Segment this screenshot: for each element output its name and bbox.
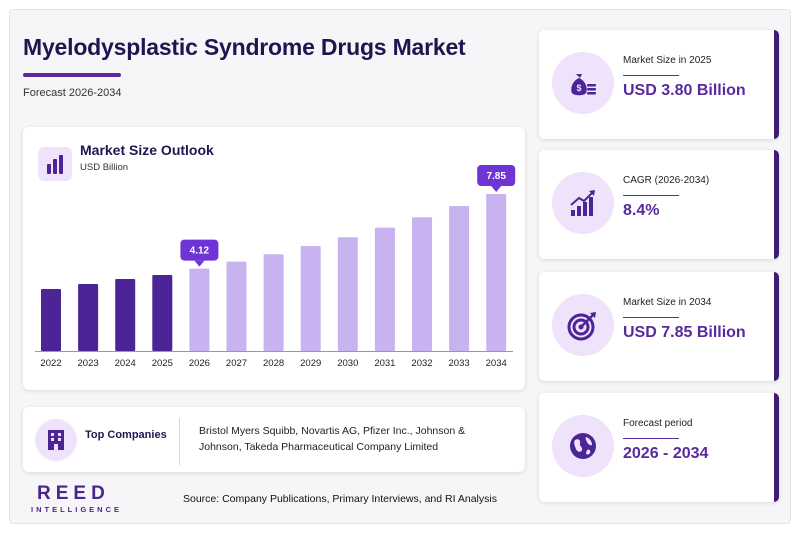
kpi-divider [623,195,679,196]
bar-2026 [189,268,210,351]
value-callout-2026: 4.12 [180,239,219,267]
bar-2029 [300,246,321,351]
kpi-card-market-size-2025: $ Market Size in 2025 USD 3.80 Billion [539,30,779,139]
money-bag-icon: $ [552,52,614,114]
x-tick-label: 2028 [263,358,284,369]
bar-2025 [152,275,173,351]
bar-2031 [374,227,395,351]
x-tick-label: 2033 [449,358,470,369]
callout-label: 4.12 [190,246,210,257]
globe-icon [552,415,614,477]
page-subtitle: Forecast 2026-2034 [23,87,122,99]
x-tick-label: 2026 [189,358,210,369]
kpi-label: Market Size in 2025 [623,55,712,66]
growth-chart-icon [552,172,614,234]
bar-chart-icon [38,147,72,181]
bar-2024 [115,279,136,351]
x-tick-label: 2029 [300,358,321,369]
kpi-divider [623,438,679,439]
kpi-label: Forecast period [623,418,693,429]
bar-2033 [449,206,470,351]
x-tick-label: 2025 [152,358,173,369]
target-icon [552,294,614,356]
kpi-divider [623,75,679,76]
kpi-card-cagr: CAGR (2026-2034) 8.4% [539,150,779,259]
bar-2023 [78,284,99,351]
page-title: Myelodysplastic Syndrome Drugs Market [23,34,466,60]
brand-logo-subtitle: INTELLIGENCE [31,505,123,514]
bar-2022 [41,289,61,351]
chart-unit: USD Billion [80,162,129,173]
bar-2034 [486,194,507,351]
bar-2027 [226,261,247,351]
kpi-label: Market Size in 2034 [623,297,712,308]
kpi-value: USD 3.80 Billion [623,82,746,99]
kpi-value: 2026 - 2034 [623,445,709,462]
bar-2032 [412,217,432,351]
value-callout-2034: 7.85 [477,165,516,192]
x-tick-label: 2031 [374,358,395,369]
top-companies-list: Bristol Myers Squibb, Novartis AG, Pfize… [199,425,466,453]
x-tick-label: 2034 [486,358,507,369]
building-icon [35,419,77,461]
chart-title: Market Size Outlook [80,142,214,158]
bar-2028 [263,254,284,351]
x-tick-label: 2027 [226,358,247,369]
title-underline [23,73,121,77]
kpi-card-market-size-2034: Market Size in 2034 USD 7.85 Billion [539,272,779,381]
x-tick-label: 2032 [411,358,432,369]
svg-text:$: $ [576,83,581,93]
top-companies-label: Top Companies [85,429,167,441]
kpi-divider [623,317,679,318]
x-tick-label: 2024 [115,358,136,369]
kpi-value: USD 7.85 Billion [623,324,746,341]
bar-chart: 2022 2023 2024 2025 2026 2027 2028 2029 2030 2031… [35,165,516,369]
bar-2030 [337,237,358,351]
kpi-label: CAGR (2026-2034) [623,175,710,186]
callout-label: 7.85 [486,171,506,182]
source-note: Source: Company Publications, Primary In… [183,493,497,505]
brand-logo: REED [37,483,110,504]
x-tick-label: 2030 [337,358,358,369]
x-tick-label: 2022 [40,358,61,369]
kpi-card-forecast-period: Forecast period 2026 - 2034 [539,393,779,502]
companies-divider [179,418,180,465]
x-tick-label: 2023 [78,358,99,369]
kpi-value: 8.4% [623,202,660,219]
top-companies-card [23,407,525,472]
